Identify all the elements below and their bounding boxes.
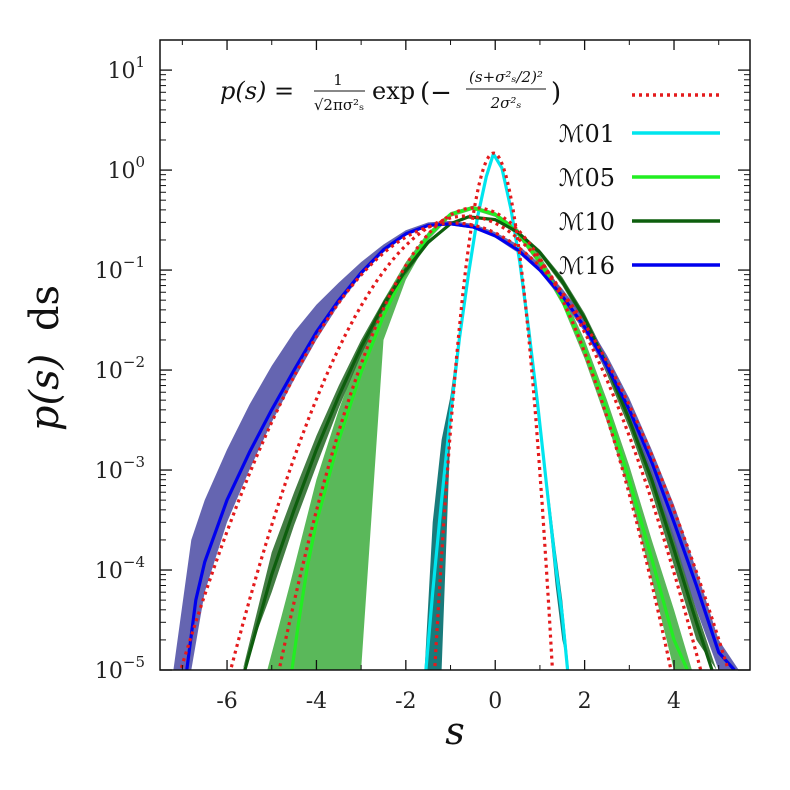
y-tick-label: 10−1 (95, 253, 145, 284)
x-tick-label: -6 (216, 689, 237, 714)
formula-arg-den: 2σ²ₛ (490, 94, 522, 112)
formula-paren-open: (− (420, 78, 452, 108)
y-tick-label: 10−4 (95, 553, 145, 584)
series-1-band (424, 152, 569, 670)
y-tick-label: 10−5 (95, 653, 145, 684)
y-tick-label: 10−3 (95, 453, 145, 484)
lognormal-fits (179, 151, 730, 670)
legend-label-4: ℳ16 (559, 252, 615, 280)
formula-legend-entry: p(s) = 1 √2πσ²ₛ exp (− (s+σ²ₛ/2)² 2σ²ₛ ) (220, 68, 720, 114)
series-2-band (267, 205, 692, 670)
series-1-line (424, 152, 570, 670)
legend-label-3: ℳ10 (559, 208, 615, 236)
series-3-lognormal-fit (228, 214, 703, 670)
legend-items: ℳ01 ℳ05 ℳ10 ℳ16 (559, 120, 720, 280)
x-tick-label: 2 (578, 689, 592, 714)
y-axis: 101 100 10−1 10−2 10−3 10−4 10−5 (95, 39, 750, 684)
series-1-lognormal-fit (433, 151, 555, 670)
x-tick-label: -4 (306, 689, 327, 714)
y-tick-label: 10−2 (95, 353, 145, 384)
legend: p(s) = 1 √2πσ²ₛ exp (− (s+σ²ₛ/2)² 2σ²ₛ )… (220, 68, 720, 280)
plot-frame (159, 39, 751, 671)
y-axis-title-diff: ds (22, 285, 68, 331)
x-tick-label: 4 (667, 689, 681, 714)
y-tick-label: 101 (107, 53, 145, 84)
formula-paren-close: ) (551, 78, 561, 108)
series-2-lognormal-fit (277, 206, 673, 670)
y-axis-title: p(s) ds (22, 285, 68, 431)
formula-lhs: p(s) = (220, 77, 294, 105)
legend-label-1: ℳ01 (559, 120, 615, 148)
x-axis: -6 -4 -2 0 2 4 (181, 40, 720, 714)
legend-label-2: ℳ05 (559, 164, 615, 192)
formula-frac-num: 1 (333, 71, 343, 89)
series-3-line (243, 215, 714, 670)
x-tick-label: -2 (395, 689, 416, 714)
formula-arg-num: (s+σ²ₛ/2)² (469, 68, 543, 86)
x-tick-label: 0 (488, 689, 502, 714)
y-tick-label: 100 (107, 153, 145, 184)
svg-text:p(s) ds: p(s) ds (22, 285, 68, 431)
x-axis-title: s (445, 709, 465, 753)
y-axis-title-func: p(s) (22, 354, 68, 431)
formula-exp: exp (372, 77, 415, 105)
formula-frac-den: √2πσ²ₛ (314, 96, 364, 114)
